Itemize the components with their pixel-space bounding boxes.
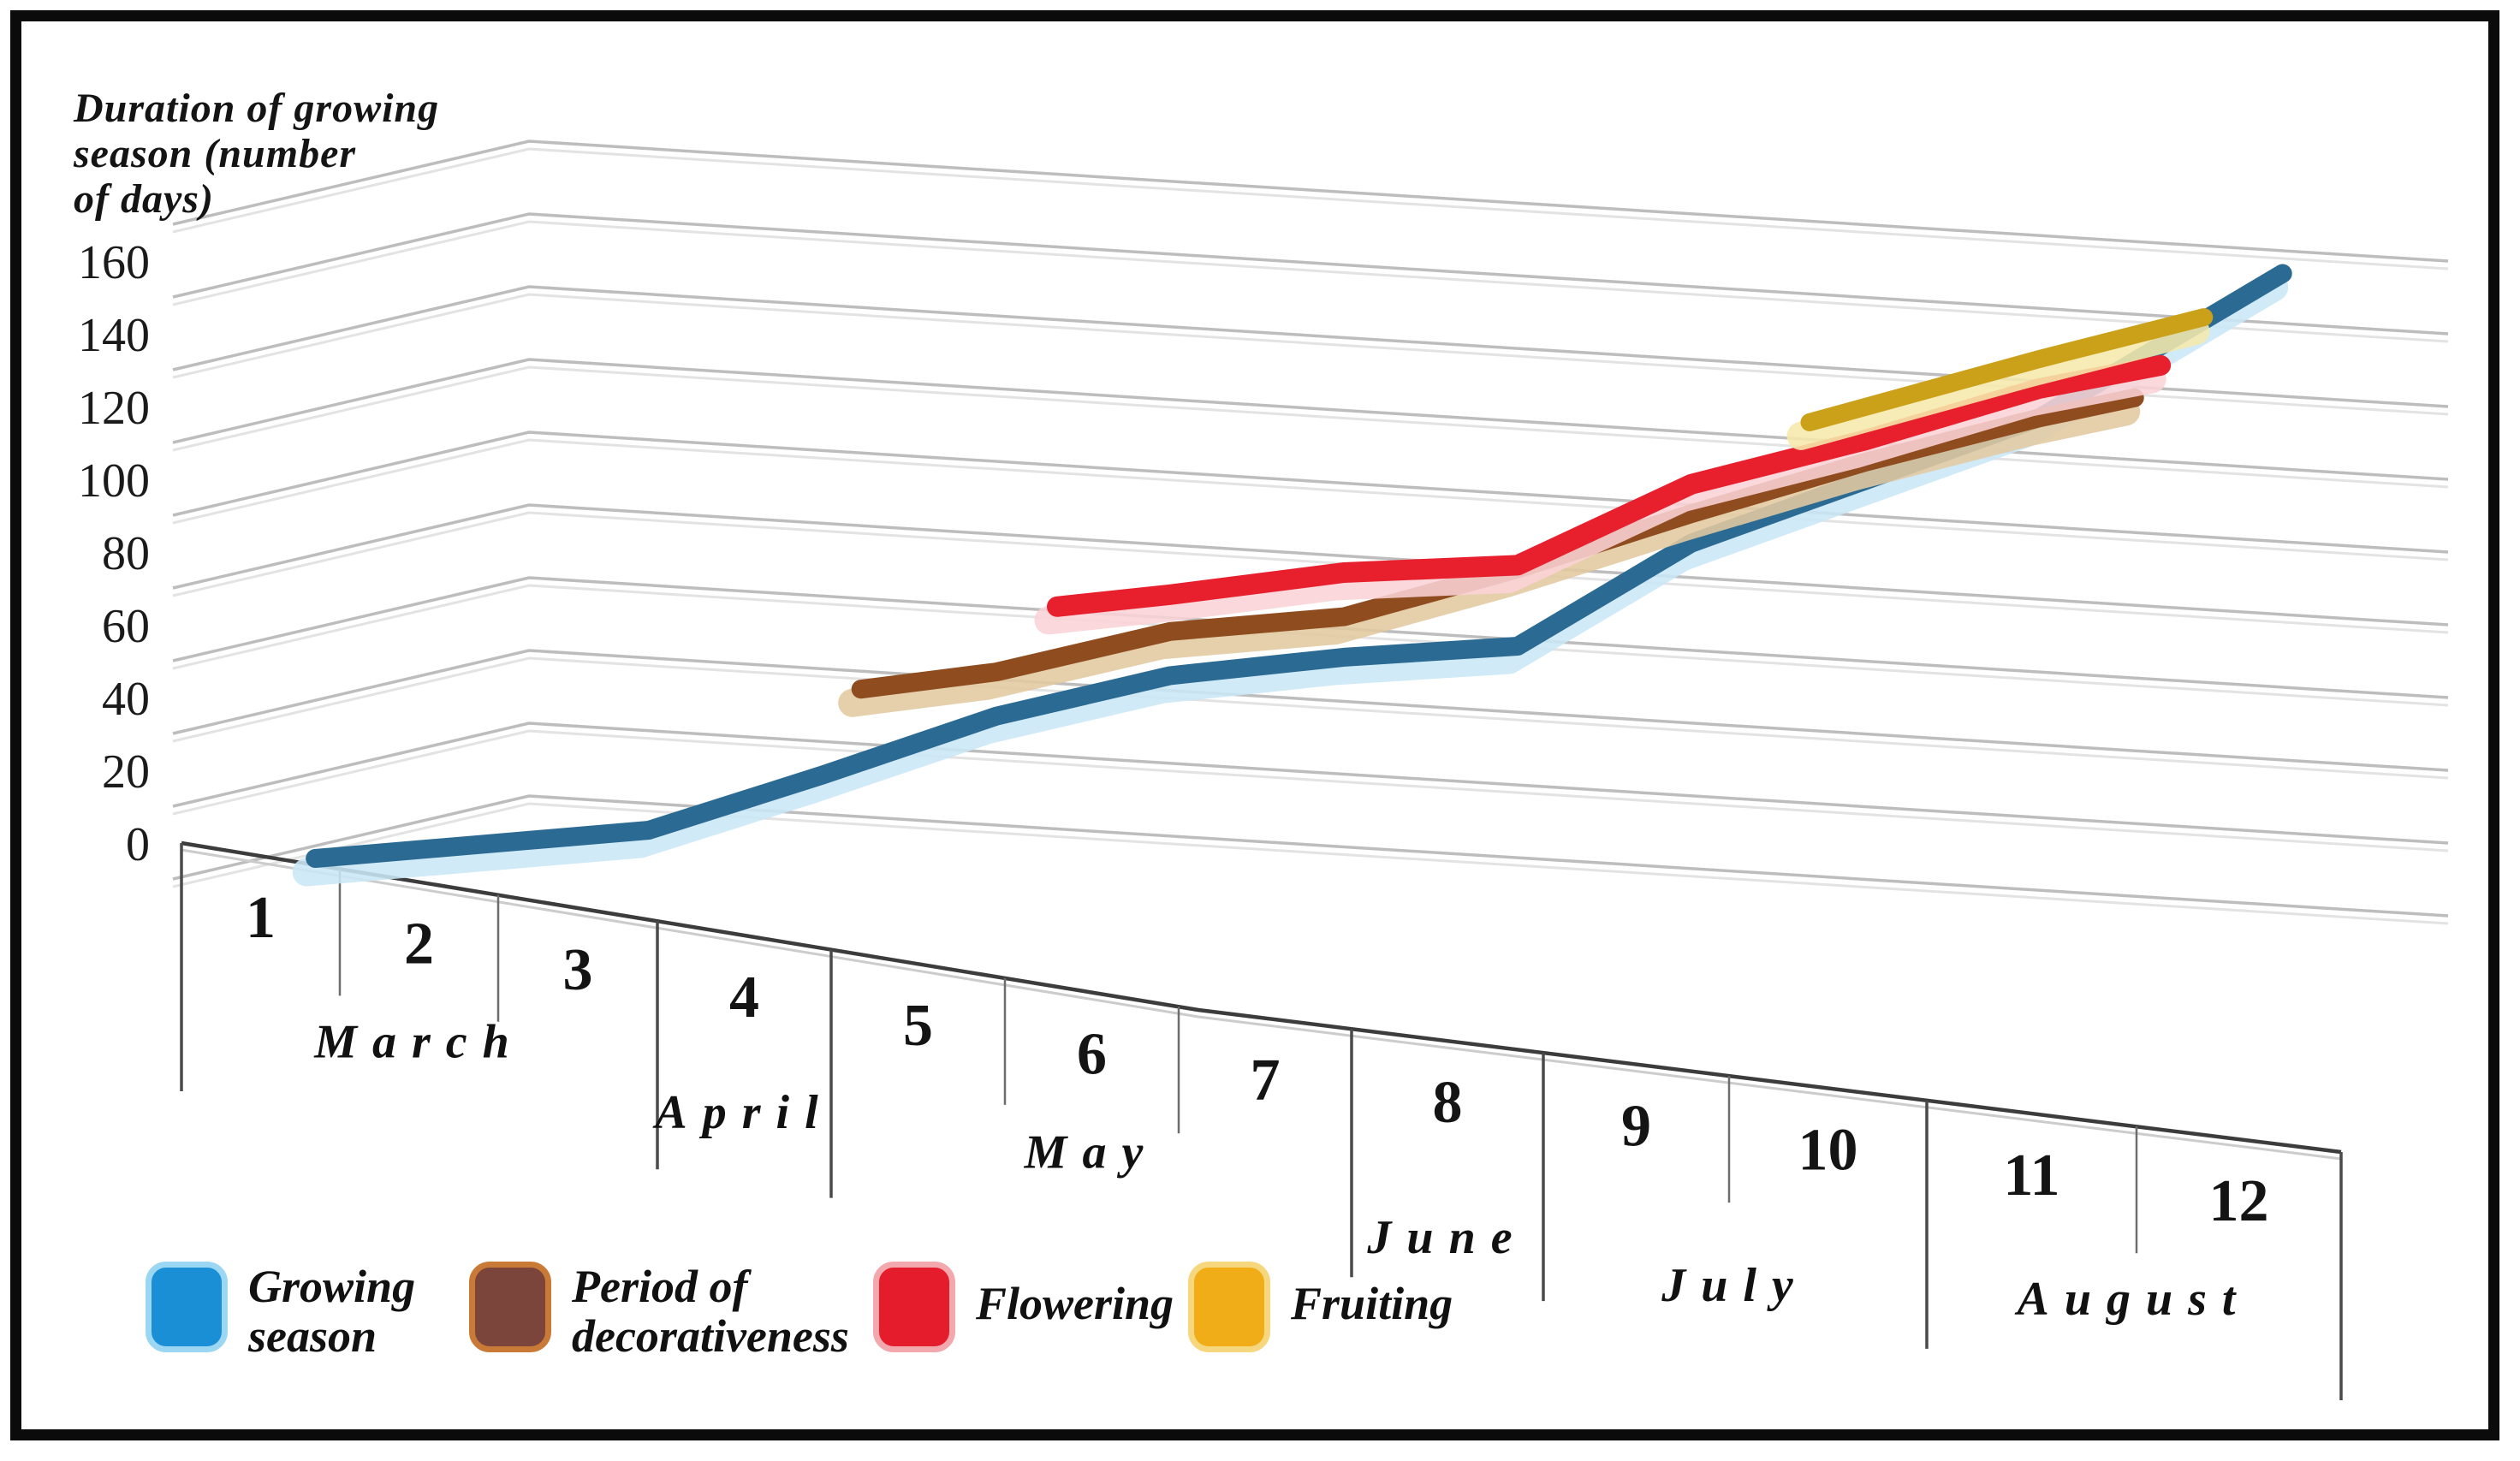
y-tick-label-160: 160	[78, 236, 150, 289]
gridline-140	[172, 285, 2449, 408]
gridline-40	[172, 649, 2449, 772]
gridline-100	[172, 431, 2449, 554]
gridline-20	[172, 722, 2449, 845]
legend-text: Fruiting	[1291, 1278, 1453, 1329]
gridline-160	[172, 212, 2449, 336]
x-month-label-april: April	[652, 1086, 833, 1139]
y-tick-label-0: 0	[126, 818, 150, 871]
y-tick-label-60: 60	[102, 600, 150, 653]
x-period-label-11: 11	[2003, 1143, 2059, 1209]
x-period-label-8: 8	[1433, 1070, 1463, 1136]
gridline-echo-80	[172, 511, 2449, 634]
series-shadow-fruiting	[1786, 317, 2210, 450]
legend-item-flowering: Flowering	[873, 1262, 1174, 1352]
gridline-echo-20	[172, 729, 2449, 852]
legend-swatch-period-of-decorativeness	[469, 1262, 551, 1352]
gridline-echo-180	[172, 147, 2449, 270]
gridline-0	[172, 794, 2449, 918]
x-period-label-7: 7	[1251, 1048, 1281, 1114]
gridline-echo-160	[172, 220, 2449, 343]
series-line-fruiting	[1800, 308, 2214, 431]
gridline-echo-40	[172, 656, 2449, 780]
legend-swatch-growing-season	[146, 1262, 228, 1352]
gridline-echo-0	[172, 802, 2449, 925]
x-month-label-august: August	[2015, 1273, 2251, 1326]
x-period-label-1: 1	[246, 885, 276, 951]
legend-text: Period of	[572, 1261, 748, 1312]
y-tick-label-140: 140	[78, 309, 150, 362]
x-period-label-6: 6	[1077, 1022, 1107, 1088]
legend-item-fruiting: Fruiting	[1188, 1262, 1453, 1352]
legend-swatch-fruiting	[1188, 1262, 1270, 1352]
legend-item-growing-season: Growing season	[146, 1262, 415, 1361]
x-period-label-12: 12	[2209, 1168, 2269, 1234]
x-period-label-5: 5	[903, 993, 933, 1059]
y-tick-label-100: 100	[78, 454, 150, 508]
legend-text: Flowering	[976, 1278, 1174, 1329]
y-tick-label-40: 40	[102, 673, 150, 726]
x-period-label-10: 10	[1798, 1117, 1858, 1183]
x-month-label-june: June	[1366, 1211, 1527, 1264]
legend-text: season	[248, 1310, 377, 1362]
legend-item-period-of-decorativeness: Period of decorativeness	[469, 1262, 849, 1361]
y-tick-label-120: 120	[78, 382, 150, 435]
gridline-60	[172, 576, 2449, 699]
series-line-flowering	[1047, 354, 2172, 617]
x-month-label-july: July	[1661, 1259, 1809, 1312]
x-period-label-3: 3	[563, 937, 593, 1003]
x-period-label-4: 4	[729, 965, 759, 1030]
y-axis-title-line-1: Duration of growing	[74, 86, 440, 131]
legend-swatch-flowering	[873, 1262, 955, 1352]
gridline-echo-60	[172, 584, 2449, 707]
gridline-80	[172, 503, 2449, 627]
x-month-label-march: March	[313, 1016, 525, 1069]
legend-label-growing-season: Growing season	[248, 1262, 415, 1361]
x-period-label-9: 9	[1621, 1094, 1651, 1160]
legend-text: Growing	[248, 1261, 416, 1312]
band-top-edge	[181, 840, 2342, 1155]
y-tick-label-80: 80	[102, 527, 150, 580]
legend-text: decorativeness	[572, 1310, 849, 1362]
legend-label-period-of-decorativeness: Period of decorativeness	[572, 1262, 849, 1361]
y-tick-label-20: 20	[102, 745, 150, 799]
y-axis-title: Duration of growing season (number of da…	[74, 86, 439, 222]
legend-label-flowering: Flowering	[976, 1279, 1174, 1328]
x-month-label-may: May	[1024, 1125, 1159, 1179]
gridline-echo-140	[172, 293, 2449, 416]
legend-label-fruiting: Fruiting	[1291, 1279, 1453, 1328]
x-period-label-2: 2	[404, 912, 434, 977]
gridline-180	[172, 140, 2449, 263]
band-top-edge-echo	[181, 848, 2342, 1161]
y-axis-title-line-3: of days)	[74, 176, 214, 222]
y-axis-title-line-2: season (number	[74, 131, 357, 176]
